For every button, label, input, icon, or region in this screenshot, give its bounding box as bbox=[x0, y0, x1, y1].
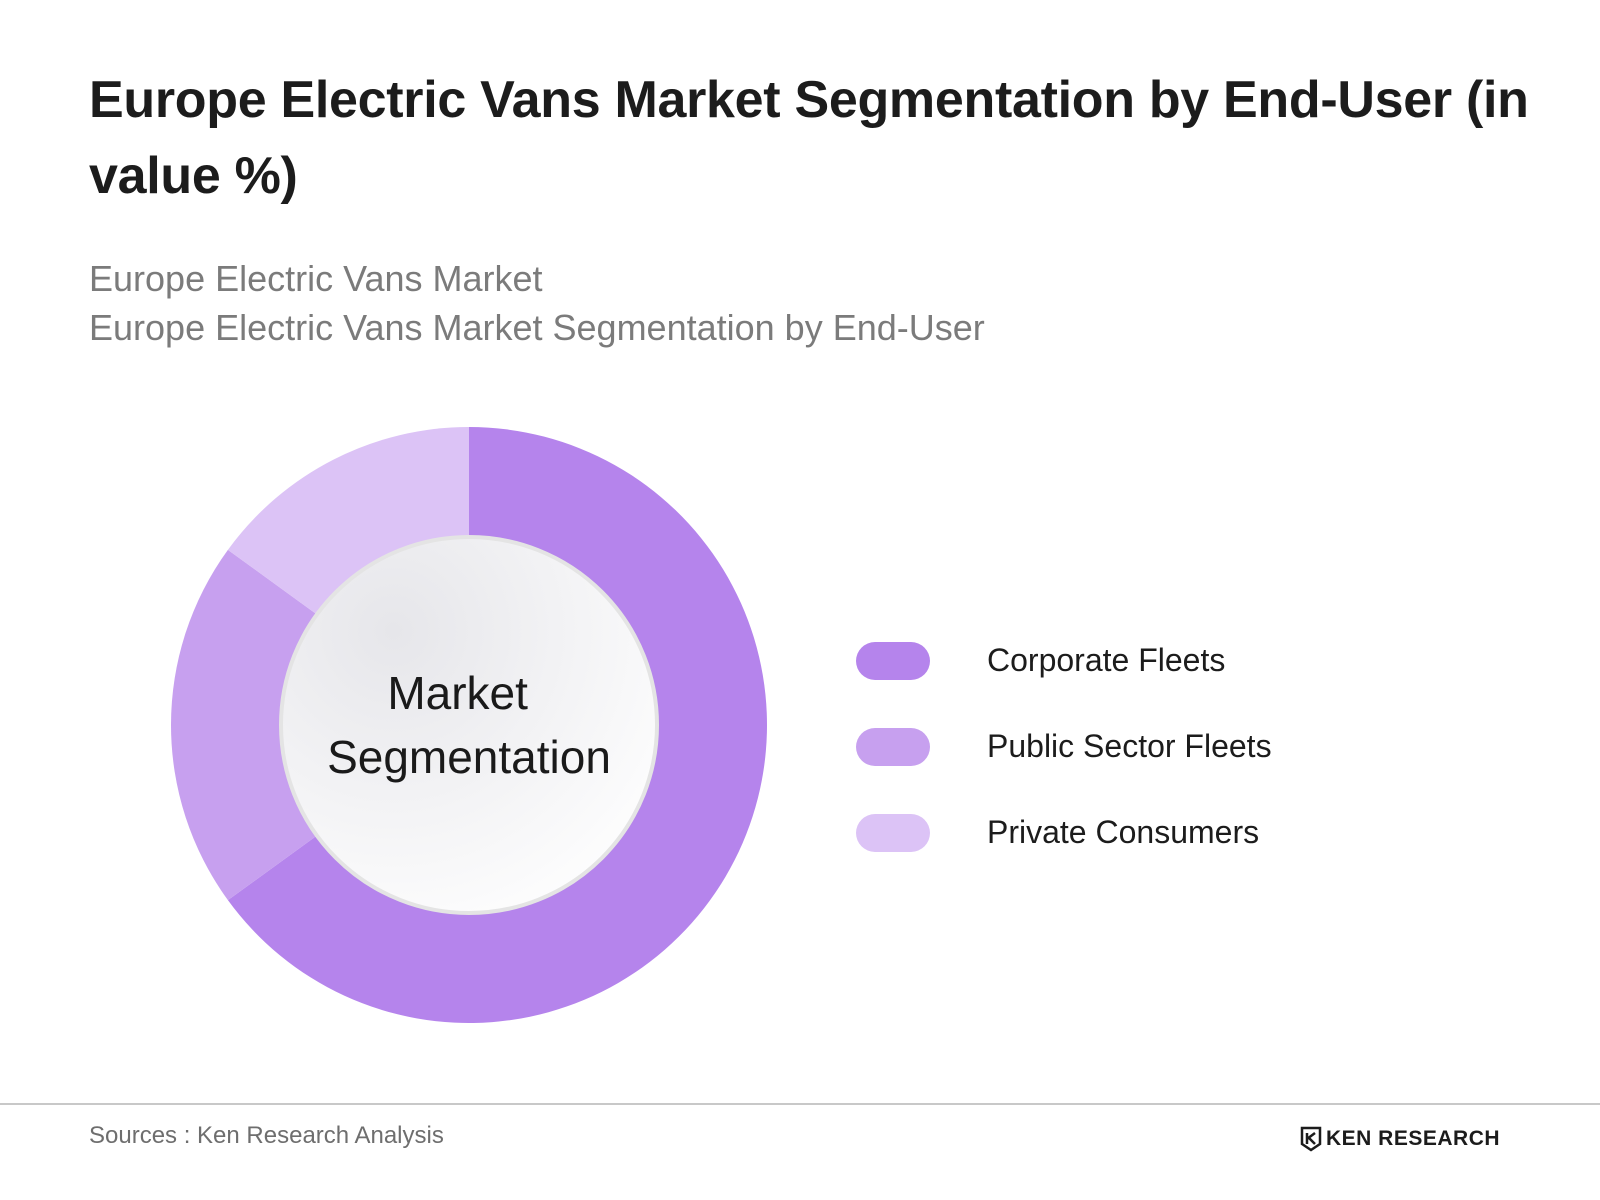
footer-divider bbox=[0, 1103, 1600, 1105]
ken-research-logo-icon bbox=[1300, 1126, 1322, 1152]
legend-label-public-sector-fleets: Public Sector Fleets bbox=[987, 728, 1272, 764]
ken-research-logo: KEN RESEARCH bbox=[1300, 1125, 1500, 1153]
donut-center-disc bbox=[279, 535, 659, 915]
legend-swatch-corporate-fleets bbox=[856, 642, 930, 680]
center-label-line-2: Segmentation bbox=[327, 731, 611, 783]
chart-subtitle-segmentation: Europe Electric Vans Market Segmentation… bbox=[89, 307, 985, 348]
legend-label-corporate-fleets: Corporate Fleets bbox=[987, 642, 1226, 678]
chart-subtitle-market: Europe Electric Vans Market bbox=[89, 258, 543, 299]
chart-title: Europe Electric Vans Market Segmentation… bbox=[89, 71, 1529, 205]
legend-label-private-consumers: Private Consumers bbox=[987, 814, 1260, 850]
svg-text:Market Segmentation: Market Segmentation bbox=[327, 667, 611, 783]
legend-swatch-public-sector-fleets bbox=[856, 728, 930, 766]
legend-swatch-private-consumers bbox=[856, 814, 930, 852]
center-label-line-1: Market bbox=[387, 667, 528, 719]
ken-research-logo-text: KEN RESEARCH bbox=[1326, 1127, 1501, 1150]
source-note: Sources : Ken Research Analysis bbox=[89, 1122, 444, 1149]
